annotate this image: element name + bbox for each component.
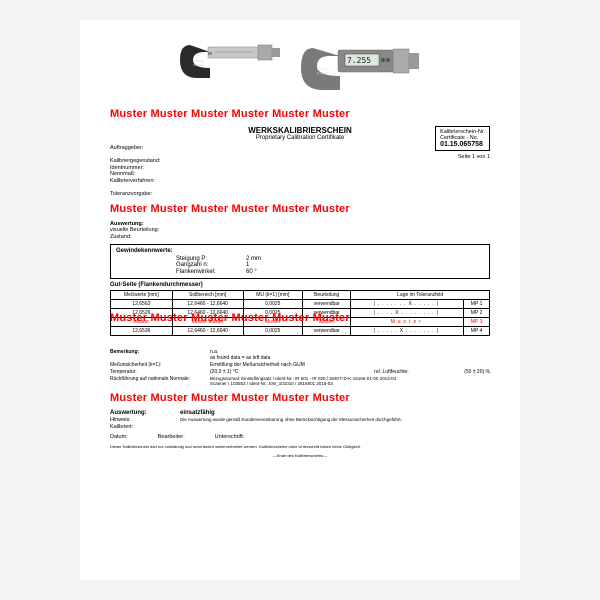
ruck-label: Rückführung auf nationale Normale: — [110, 376, 210, 386]
svg-text:0–25mm: 0–25mm — [317, 71, 329, 75]
mu-val: Ermittlung der Meßunsicherheit nach GUM — [210, 362, 490, 368]
result-row: Auswertung: einsatzfähig — [110, 410, 490, 416]
fields-eval: Auswertung: visuelle Beurteilung: Zustan… — [110, 221, 490, 240]
table-cell: 12,6460 - 12,6640 — [172, 327, 243, 336]
th-2: MU (k=1) [mm] — [243, 291, 302, 300]
cert-number: 01.15.065758 — [440, 141, 485, 148]
mu-label: Meßunsicherheit (k=1): — [110, 362, 210, 368]
unterschrift-label: Unterschrift: — [215, 434, 245, 440]
table-cell: MP 1 — [464, 300, 490, 309]
label-nennmass: Nennmaß: — [110, 171, 200, 177]
bemerkung-block: Bemerkung:n.a. as found data = as left d… — [110, 349, 490, 386]
hinweis-val: Die Auswertung wurde gemäß Kundenvereinb… — [180, 417, 490, 423]
temp-label: Temperatur: — [110, 369, 210, 375]
gewinde-r3-val: 60 ° — [246, 269, 257, 275]
doc-title: WERKSKALIBRIERSCHEIN — [110, 126, 490, 135]
gewinde-r2-val: 1 — [246, 262, 249, 268]
svg-text:0-25mm: 0-25mm — [193, 63, 205, 67]
watermark-3: Muster Muster Muster Muster Muster Muste… — [110, 312, 490, 324]
th-0: Meßwerte [mm] — [111, 291, 173, 300]
signature-row: Datum: Bearbeiter: Unterschrift: — [110, 434, 490, 440]
page-number: Seite 1 von 1 — [458, 154, 490, 160]
gewinde-title: Gewindekennwerte: — [116, 248, 484, 254]
gewinde-r2-label: Gangzahl n: — [176, 262, 246, 268]
th-1: Sollbereich [mm] — [172, 291, 243, 300]
bearbeiter-label: Bearbeiter: — [158, 434, 185, 440]
table-cell: |.....X.......| — [351, 327, 464, 336]
product-images: 0.01mm 0-25mm 7.255 0.001mm 0–25mm — [110, 30, 490, 100]
hinweis-label: Hinweis: — [110, 417, 180, 423]
header: WERKSKALIBRIERSCHEIN Proprietary Calibra… — [110, 126, 490, 141]
certificate-page: 0.01mm 0-25mm 7.255 0.001mm 0–25mm Muste… — [80, 20, 520, 580]
fine-print-2: ---Ende des Kalibrierscheins--- — [110, 453, 490, 458]
table-cell: MP 4 — [464, 327, 490, 336]
watermark-4: Muster Muster Muster Muster Muster Muste… — [110, 392, 490, 404]
table-header-row: Meßwerte [mm] Sollbereich [mm] MU (k=1) … — [111, 291, 490, 300]
label-auswertung: Auswertung: — [110, 221, 200, 227]
gewinde-r1-val: 2 mm — [246, 256, 261, 262]
watermark-2: Muster Muster Muster Muster Muster Muste… — [110, 203, 490, 215]
label-ident: Identnummer: — [110, 165, 200, 171]
gewinde-box: Gewindekennwerte: Steigung P:2 mm Gangza… — [110, 244, 490, 280]
svg-text:7.255: 7.255 — [347, 56, 371, 65]
table-cell: verwendbar — [302, 327, 350, 336]
table-cell: 0,0025 — [243, 327, 302, 336]
watermark-1: Muster Muster Muster Muster Muster Muste… — [110, 108, 490, 120]
datum-label: Datum: — [110, 434, 128, 440]
fields-client: Auftraggeber: Kalibriergegenstand: Ident… — [110, 145, 490, 197]
table-cell: |.......X.....| — [351, 300, 464, 309]
label-toleranz: Toleranzvorgabe: — [110, 191, 200, 197]
label-visuelle: visuelle Beurteilung: — [110, 227, 200, 233]
table-cell: 0,0025 — [243, 300, 302, 309]
bemerkung-val: n.a. as found data = as left data — [210, 349, 490, 361]
table-cell: verwendbar — [302, 300, 350, 309]
fine-print: Dieser Kalibrierschein darf nur vollstän… — [110, 444, 490, 449]
label-verfahren: Kalibrierverfahren: — [110, 178, 200, 184]
analog-micrometer-image: 0.01mm 0-25mm — [175, 30, 285, 90]
th-4: Lage im Toleranzfeld — [351, 291, 490, 300]
label-gegenstand: Kalibriergegenstand: — [110, 158, 200, 164]
table-row: 12,653612,6460 - 12,66400,0025verwendbar… — [111, 327, 490, 336]
gut-title: Gut-Seite (Flankendurchmesser) — [110, 282, 490, 288]
table-cell: 12,6536 — [111, 327, 173, 336]
result-value: einsatzfähig — [180, 410, 215, 416]
digital-micrometer-image: 7.255 0.001mm 0–25mm — [295, 30, 425, 100]
doc-subtitle: Proprietary Calibration Certifikate — [110, 135, 490, 141]
hum-label: rel. Luftfeuchte: — [374, 369, 464, 375]
label-zustand: Zustand: — [110, 234, 200, 240]
gewinde-r3-label: Flankenwinkel: — [176, 269, 246, 275]
table-cell: 12,6563 — [111, 300, 173, 309]
hum-val: (50 ± 20) % — [464, 369, 490, 375]
bemerkung-label: Bemerkung: — [110, 349, 210, 361]
th-3: Beurteilung — [302, 291, 350, 300]
ruck-val: Bezugsnormal: Einstellringsatz / Ident-N… — [210, 376, 490, 386]
table-cell: 12,6460 - 12,6640 — [172, 300, 243, 309]
table-row: 12,656312,6460 - 12,66400,0025verwendbar… — [111, 300, 490, 309]
temp-val: (20,0 ± 1) °C — [210, 369, 374, 375]
gewinde-r1-label: Steigung P: — [176, 256, 246, 262]
label-auftraggeber: Auftraggeber: — [110, 145, 200, 151]
cert-number-box: Kalibrierschein-Nr. Certificate - No. 01… — [435, 126, 490, 151]
kalibriert-label: Kalibriert: — [110, 424, 180, 430]
result-label: Auswertung: — [110, 410, 180, 416]
